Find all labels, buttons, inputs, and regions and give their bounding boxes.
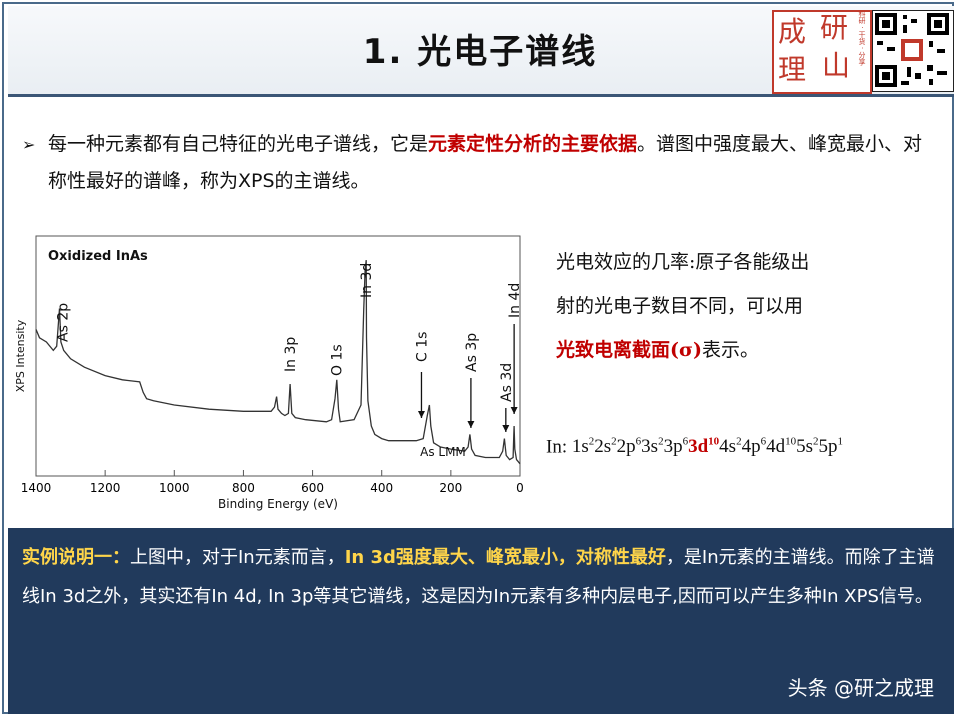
peak-arrow-head-icon [467,421,475,428]
config-term: 5p1 [818,436,843,457]
config-term: 3d10 [688,436,719,457]
x-tick-label: 1200 [90,481,121,495]
x-tick-label: 600 [301,481,324,495]
peak-label: As 3d [499,363,515,402]
config-term: 3p6 [664,436,689,457]
config-term-base: 4d [766,436,786,458]
peak-label: In 3d [359,263,375,298]
config-term-base: 5p [818,436,838,458]
note-text-1: 上图中，对于In元素而言， [130,547,345,568]
watermark: 头条 @研之成理 [787,676,934,700]
peak-label: In 3p [283,337,299,372]
config-term-base: 2s [594,436,612,458]
config-term-sup: 10 [785,436,797,448]
config-term-sup: 2 [736,436,742,448]
peak-arrow-head-icon [510,407,518,414]
config-term-sup: 1 [837,436,843,448]
logo: 成 研 理 山 [772,10,872,94]
config-term-sup: 6 [760,436,767,448]
xps-spectrum-chart: 1400 1200 1000 800 600 400 200 0 As 2p In 3p O 1s… [14,235,524,511]
bullet-text-part2: 。谱图中强度最大、峰宽最小、对称性最好的谱峰，称为XPS的主谱线。 [48,133,923,192]
config-term-base: 3d [688,436,709,458]
config-terms: 1s22s22p63s23p63d104s24p64d105s25p1 [572,436,843,457]
x-tick-label: 1000 [159,481,190,495]
peak-arrow-head-icon [417,411,425,418]
config-term-base: 4s [719,436,737,458]
config-term: 2s2 [594,436,616,457]
config-term-base: 2p [616,436,636,458]
example-note: 实例说明一：上图中，对于In元素而言，In 3d强度最大、峰宽最小，对称性最好，… [8,528,954,714]
peak-label: C 1s [414,332,430,362]
side-line-3: 光致电离截面(σ)表示。 [556,328,896,372]
config-term-base: 1s [571,436,589,458]
peak-arrows [417,324,518,432]
side-line-3-tail: 表示。 [702,339,760,361]
peak-label: As 3p [464,333,480,372]
x-axis-label: Binding Energy (eV) [218,497,338,511]
x-tick-label: 200 [439,481,462,495]
side-explanation: 光电效应的几率:原子各能级出 射的光电子数目不同，可以用 光致电离截面(σ)表示… [556,240,896,372]
peak-label: As LMM [420,445,466,459]
config-term-base: 3s [641,436,659,458]
config-term: 5s2 [796,436,818,457]
config-term-sup: 2 [588,436,595,448]
config-term-sup: 2 [812,436,819,448]
x-tick-label: 0 [516,481,524,495]
logo-char: 理 [778,53,807,86]
config-term-sup: 10 [708,436,720,448]
x-tick-label: 1400 [21,481,52,495]
electron-configuration: In: 1s22s22p63s23p63d104s24p64d105s25p1 [546,436,956,458]
peak-arrow-head-icon [502,425,510,432]
bullet-text-part1: 每一种元素都有自己特征的光电子谱线，它是 [48,133,429,155]
config-term-sup: 2 [611,436,617,448]
chart-title: Oxidized InAs [48,249,148,264]
config-prefix: In: [546,436,572,458]
peak-labels: As 2p In 3p O 1s In 3d C 1s As 3p As 3d In 4d As… [56,263,524,459]
peak-label: As 2p [56,303,72,342]
logo-side-text: 科研 · 干货 · 分享 [858,10,866,66]
x-tick-label: 800 [232,481,255,495]
bullet-arrow-icon: ➢ [22,135,36,154]
peak-label: O 1s [329,344,345,376]
note-highlight: In 3d强度最大、峰宽最小，对称性最好 [344,547,666,568]
config-term: 4p6 [742,436,767,457]
config-term-base: 3p [663,436,683,458]
config-term-base: 5s [796,436,813,458]
logo-char: 山 [822,49,851,82]
config-term-sup: 6 [635,436,642,448]
config-term-sup: 6 [682,436,689,448]
bullet-text: 每一种元素都有自己特征的光电子谱线，它是元素定性分析的主要依据。谱图中强度最大、… [48,126,928,200]
note-lead: 实例说明一： [22,547,130,568]
config-term: 1s2 [572,436,594,457]
config-term: 4s2 [719,436,741,457]
y-axis-label: XPS Intensity [14,319,27,392]
logo-char: 研 [820,11,849,44]
note-text-2: ，是In元素的主谱线。而除了主谱线In 3d之外，其实还有In 4d, In 3… [22,547,935,607]
config-term-base: 4p [741,436,761,458]
slide-title: 1. 光电子谱线 [362,32,598,72]
peak-label: In 4d [507,283,523,318]
config-term-sup: 2 [658,436,664,448]
x-tick-label: 400 [370,481,393,495]
x-axis-ticks: 1400 1200 1000 800 600 400 200 0 [21,470,524,495]
qr-code-icon [872,10,954,92]
side-line-2: 射的光电子数目不同，可以用 [556,295,804,317]
config-term: 2p6 [617,436,642,457]
config-term: 3s2 [641,436,663,457]
logo-char: 成 [778,15,807,48]
bullet-highlight: 元素定性分析的主要依据 [428,133,638,155]
side-highlight: 光致电离截面(σ) [556,339,702,361]
side-line-1: 光电效应的几率:原子各能级出 [556,251,810,273]
spectrum-line [35,260,521,465]
config-term: 4d10 [766,436,796,457]
